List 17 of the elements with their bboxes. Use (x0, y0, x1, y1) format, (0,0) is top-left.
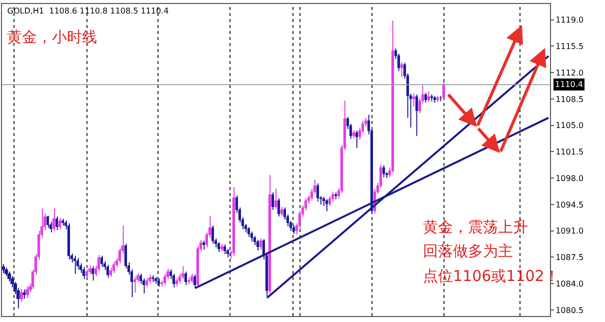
y-tick-label: 1091.0 (556, 226, 584, 236)
y-tick-label: 1119.0 (556, 16, 584, 25)
y-tick-label: 1094.5 (556, 200, 584, 210)
annotation: 黄金，小时线 (7, 28, 97, 46)
y-tick-label: 1115.5 (556, 42, 584, 51)
y-tick-label: 1080.5 (556, 306, 584, 315)
y-tick-label: 1112.0 (556, 68, 584, 78)
y-tick-label: 1101.5 (556, 148, 584, 157)
y-tick-label: 1084.0 (556, 279, 584, 288)
annotation: 黄金，震荡上升 (423, 218, 528, 236)
y-tick-label: 1087.5 (556, 253, 584, 262)
y-tick-label: 1108.5 (556, 94, 584, 104)
annotation: 回落做多为主 (423, 242, 513, 260)
chart-title: GOLD,H1 1108.6 1110.8 1108.5 1110.4 (7, 6, 169, 16)
ref-line-label: 1110.4 (555, 80, 583, 89)
y-tick-label: 1098.0 (556, 174, 584, 183)
y-tick-label: 1105.0 (556, 121, 584, 130)
